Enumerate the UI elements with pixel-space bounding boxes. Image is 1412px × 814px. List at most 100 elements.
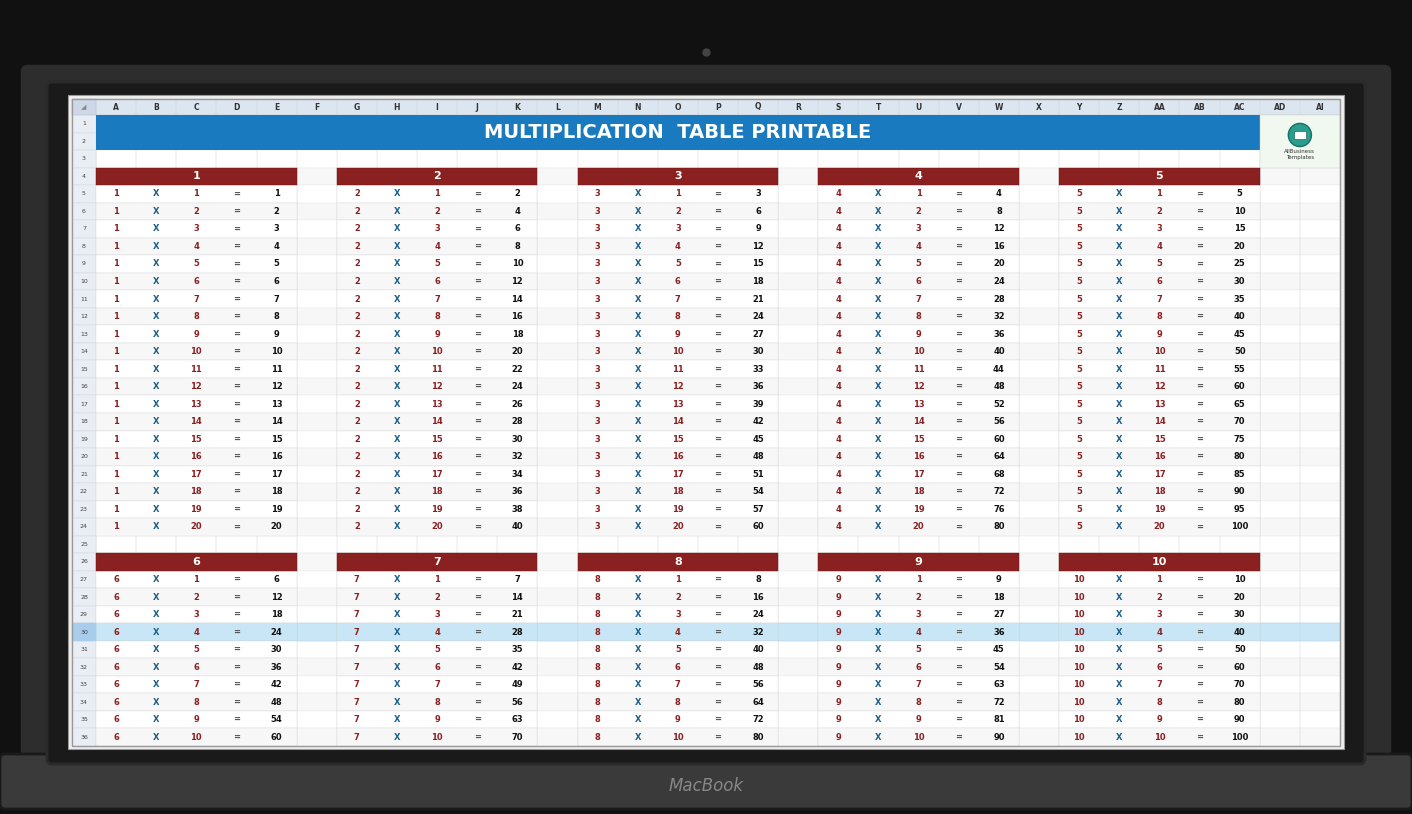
Text: 10: 10 (1234, 575, 1245, 584)
Text: X: X (394, 733, 400, 742)
Text: 32: 32 (993, 312, 1005, 321)
Text: =: = (956, 523, 962, 532)
Text: 3: 3 (594, 453, 600, 462)
Text: =: = (1196, 488, 1203, 497)
Text: =: = (1196, 242, 1203, 251)
Text: =: = (714, 505, 722, 514)
Text: =: = (956, 646, 962, 654)
Bar (578, 168, 778, 185)
Bar (819, 554, 1019, 571)
Text: =: = (714, 523, 722, 532)
Text: 7: 7 (354, 593, 360, 602)
Text: 10: 10 (191, 347, 202, 357)
Text: 2: 2 (354, 365, 360, 374)
Text: 15: 15 (431, 435, 443, 444)
Text: 3: 3 (594, 295, 600, 304)
Bar (72, 273, 96, 291)
Text: 8: 8 (594, 646, 600, 654)
Text: =: = (956, 190, 962, 199)
Text: 9: 9 (836, 733, 842, 742)
Text: X: X (634, 610, 641, 619)
Text: =: = (956, 470, 962, 479)
Text: 8: 8 (674, 557, 682, 567)
Bar (337, 624, 538, 641)
Text: 8: 8 (435, 312, 441, 321)
Text: V: V (956, 103, 962, 112)
Text: =: = (714, 225, 722, 234)
Text: 18: 18 (993, 593, 1005, 602)
Text: =: = (473, 628, 480, 637)
Bar (96, 361, 1340, 378)
Text: 4: 4 (836, 347, 842, 357)
Text: =: = (1196, 260, 1203, 269)
Bar (1059, 589, 1260, 606)
Text: 1: 1 (82, 121, 86, 126)
Text: X: X (634, 347, 641, 357)
Text: 10: 10 (1073, 681, 1084, 689)
Text: X: X (634, 365, 641, 374)
Text: X: X (152, 575, 160, 584)
Text: 7: 7 (514, 575, 520, 584)
Text: 45: 45 (1234, 330, 1245, 339)
Bar (819, 220, 1019, 238)
Text: 70: 70 (1234, 418, 1245, 427)
Bar (96, 571, 297, 589)
Text: 19: 19 (912, 505, 925, 514)
Text: X: X (1115, 383, 1123, 392)
Bar (72, 99, 1340, 746)
Text: 12: 12 (431, 383, 443, 392)
Text: 6: 6 (113, 628, 119, 637)
Text: 100: 100 (1231, 523, 1248, 532)
Text: =: = (714, 295, 722, 304)
Text: 8: 8 (193, 312, 199, 321)
Text: 56: 56 (993, 418, 1005, 427)
Text: 72: 72 (753, 716, 764, 724)
Text: 9: 9 (995, 575, 1001, 584)
Text: X: X (152, 207, 160, 216)
Bar (1059, 676, 1260, 694)
Text: =: = (956, 505, 962, 514)
Text: =: = (714, 646, 722, 654)
Text: 7: 7 (1156, 681, 1162, 689)
Text: 2: 2 (354, 383, 360, 392)
Bar (96, 431, 297, 448)
Text: =: = (956, 242, 962, 251)
Text: =: = (1196, 663, 1203, 672)
Text: =: = (473, 663, 480, 672)
Bar (72, 203, 96, 220)
Bar (72, 99, 1340, 746)
Bar (578, 711, 778, 729)
Bar (1293, 131, 1306, 139)
Text: 4: 4 (836, 295, 842, 304)
Text: 57: 57 (753, 505, 764, 514)
Text: 39: 39 (753, 400, 764, 409)
Text: 20: 20 (1154, 523, 1165, 532)
Text: 1: 1 (1156, 190, 1162, 199)
Text: 9: 9 (1156, 330, 1162, 339)
Text: 2: 2 (354, 277, 360, 286)
Bar (819, 589, 1019, 606)
Text: 2: 2 (354, 207, 360, 216)
Bar (1059, 308, 1260, 326)
Text: =: = (233, 663, 240, 672)
Text: 10: 10 (1154, 347, 1165, 357)
Bar (819, 185, 1019, 203)
Bar (1059, 606, 1260, 624)
Text: 5: 5 (1076, 488, 1082, 497)
Text: 1: 1 (113, 190, 119, 199)
Text: Q: Q (755, 103, 761, 112)
Text: 3: 3 (594, 365, 600, 374)
Text: 7: 7 (193, 295, 199, 304)
Text: 21: 21 (753, 295, 764, 304)
Text: X: X (634, 260, 641, 269)
Text: X: X (875, 225, 881, 234)
Text: =: = (1196, 330, 1203, 339)
Bar (1059, 220, 1260, 238)
Text: 56: 56 (511, 698, 524, 707)
Bar (819, 343, 1019, 361)
Text: 24: 24 (993, 277, 1005, 286)
Text: 5: 5 (675, 646, 681, 654)
Text: 16: 16 (511, 312, 524, 321)
Text: 32: 32 (753, 628, 764, 637)
Bar (72, 659, 96, 676)
